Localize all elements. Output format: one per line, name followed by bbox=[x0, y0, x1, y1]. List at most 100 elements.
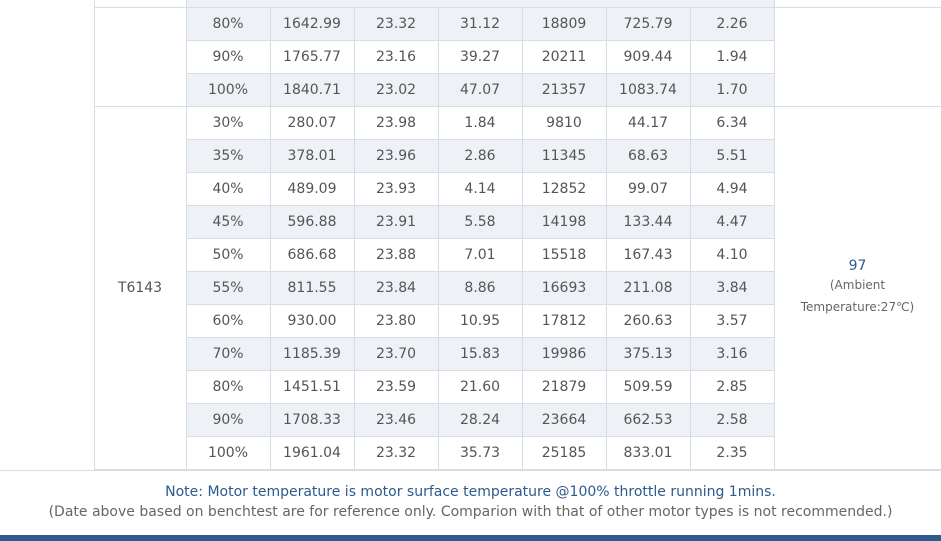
data-cell: 23.96 bbox=[353, 139, 439, 173]
data-cell: 23.32 bbox=[353, 436, 439, 470]
data-cell: 99.07 bbox=[605, 172, 691, 206]
data-cell: 7.01 bbox=[437, 238, 523, 272]
data-cell: 2.58 bbox=[689, 403, 775, 437]
data-cell: 31.12 bbox=[437, 7, 523, 41]
data-cell: 100% bbox=[185, 73, 271, 107]
data-cell: 68.63 bbox=[605, 139, 691, 173]
data-cell: 509.59 bbox=[605, 370, 691, 404]
data-cell: 11345 bbox=[521, 139, 607, 173]
data-cell: 19986 bbox=[521, 337, 607, 371]
data-cell: 378.01 bbox=[269, 139, 355, 173]
data-cell: 44.17 bbox=[605, 106, 691, 140]
data-cell: 90% bbox=[185, 40, 271, 74]
table-row: 100% 1840.71 23.02 47.07 21357 1083.74 1.70 bbox=[0, 73, 941, 107]
data-cell: 100% bbox=[185, 436, 271, 470]
data-cell: 14198 bbox=[521, 205, 607, 239]
data-cell: 80% bbox=[185, 370, 271, 404]
data-cell: 4.14 bbox=[437, 172, 523, 206]
data-cell: 211.08 bbox=[605, 271, 691, 305]
note-line: Note: Motor temperature is motor surface… bbox=[165, 484, 776, 500]
data-cell: 489.09 bbox=[269, 172, 355, 206]
data-cell: 1.94 bbox=[689, 40, 775, 74]
data-cell: 23.93 bbox=[353, 172, 439, 206]
prop-cell bbox=[93, 7, 187, 107]
data-cell: 23.84 bbox=[353, 271, 439, 305]
data-cell: 23.80 bbox=[353, 304, 439, 338]
data-cell: 725.79 bbox=[605, 7, 691, 41]
data-cell: 80% bbox=[185, 7, 271, 41]
data-cell: 260.63 bbox=[605, 304, 691, 338]
table-row: T6143 30% 280.07 23.98 1.84 9810 44.17 6.34 97 (A… bbox=[0, 106, 941, 470]
data-cell: 21.60 bbox=[437, 370, 523, 404]
data-cell: 9810 bbox=[521, 106, 607, 140]
data-cell: 23.59 bbox=[353, 370, 439, 404]
data-cell: 1708.33 bbox=[269, 403, 355, 437]
data-cell: 4.10 bbox=[689, 238, 775, 272]
data-cell: 1961.04 bbox=[269, 436, 355, 470]
border bbox=[774, 0, 775, 7]
data-cell: 2.35 bbox=[689, 436, 775, 470]
table-row: 40% 489.09 23.93 4.14 12852 99.07 4.94 bbox=[0, 172, 941, 206]
data-cell: 4.47 bbox=[689, 205, 775, 239]
temperature: 97 bbox=[848, 258, 867, 274]
blank-cell bbox=[0, 7, 95, 470]
temperature-cell: 97 (Ambient Temperature:27℃) bbox=[773, 106, 941, 470]
data-cell: 23.98 bbox=[353, 106, 439, 140]
data-cell: 55% bbox=[185, 271, 271, 305]
data-cell: 1.84 bbox=[437, 106, 523, 140]
data-cell: 15518 bbox=[521, 238, 607, 272]
data-cell: 21357 bbox=[521, 73, 607, 107]
footer-bar bbox=[0, 535, 941, 541]
data-cell: 811.55 bbox=[269, 271, 355, 305]
data-cell: 17812 bbox=[521, 304, 607, 338]
table-row: 35% 378.01 23.96 2.86 11345 68.63 5.51 bbox=[0, 139, 941, 173]
table-row: 90% 1765.77 23.16 39.27 20211 909.44 1.94 bbox=[0, 40, 941, 74]
note-line: (Date above based on benchtest are for r… bbox=[48, 504, 893, 520]
table-row: 60% 930.00 23.80 10.95 17812 260.63 3.57 bbox=[0, 304, 941, 338]
data-cell: 23664 bbox=[521, 403, 607, 437]
data-cell: 39.27 bbox=[437, 40, 523, 74]
data-cell: 909.44 bbox=[605, 40, 691, 74]
data-cell: 70% bbox=[185, 337, 271, 371]
data-cell: 21879 bbox=[521, 370, 607, 404]
data-cell: 2.86 bbox=[437, 139, 523, 173]
data-cell: 10.95 bbox=[437, 304, 523, 338]
data-cell: 40% bbox=[185, 172, 271, 206]
data-cell: 1185.39 bbox=[269, 337, 355, 371]
data-cell: 833.01 bbox=[605, 436, 691, 470]
data-cell: 1083.74 bbox=[605, 73, 691, 107]
data-cell: 6.34 bbox=[689, 106, 775, 140]
data-cell: 15.83 bbox=[437, 337, 523, 371]
data-cell: 1840.71 bbox=[269, 73, 355, 107]
benchmark-table: 80% 1642.99 23.32 31.12 18809 725.79 2.26 90% 17… bbox=[0, 7, 941, 470]
data-cell: 1451.51 bbox=[269, 370, 355, 404]
data-cell: 60% bbox=[185, 304, 271, 338]
data-cell: 5.58 bbox=[437, 205, 523, 239]
border bbox=[94, 0, 95, 7]
data-cell: 133.44 bbox=[605, 205, 691, 239]
data-cell: 25185 bbox=[521, 436, 607, 470]
table-row: 80% 1642.99 23.32 31.12 18809 725.79 2.26 bbox=[0, 7, 941, 470]
data-cell: 3.16 bbox=[689, 337, 775, 371]
row-fragment bbox=[186, 0, 775, 7]
data-cell: 2.85 bbox=[689, 370, 775, 404]
data-cell: 35.73 bbox=[437, 436, 523, 470]
data-cell: 50% bbox=[185, 238, 271, 272]
prop-cell: T6143 bbox=[93, 106, 187, 470]
temperature-note: (Ambient Temperature:27℃) bbox=[800, 278, 915, 314]
data-cell: 23.70 bbox=[353, 337, 439, 371]
data-cell: 1642.99 bbox=[269, 7, 355, 41]
data-cell: 280.07 bbox=[269, 106, 355, 140]
data-cell: 35% bbox=[185, 139, 271, 173]
data-cell: 2.26 bbox=[689, 7, 775, 41]
table-row: 55% 811.55 23.84 8.86 16693 211.08 3.84 bbox=[0, 271, 941, 305]
data-cell: 23.16 bbox=[353, 40, 439, 74]
data-cell: 1.70 bbox=[689, 73, 775, 107]
data-cell: 167.43 bbox=[605, 238, 691, 272]
table-row: 90% 1708.33 23.46 28.24 23664 662.53 2.58 bbox=[0, 403, 941, 437]
data-cell: 686.68 bbox=[269, 238, 355, 272]
note: Note: Motor temperature is motor surface… bbox=[0, 470, 941, 536]
data-cell: 596.88 bbox=[269, 205, 355, 239]
data-cell: 23.88 bbox=[353, 238, 439, 272]
table-row: 100% 1961.04 23.32 35.73 25185 833.01 2.35 bbox=[0, 436, 941, 470]
